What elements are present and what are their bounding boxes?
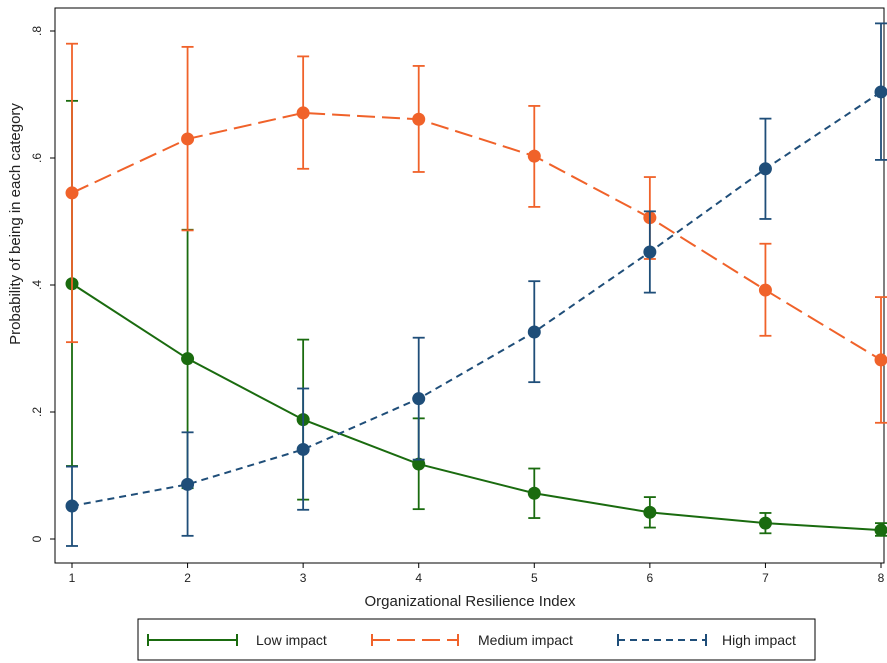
x-tick-label: 3 — [300, 571, 307, 585]
plot-border — [54, 7, 885, 564]
y-tick-label: 0 — [30, 535, 44, 542]
x-tick-label: 2 — [184, 571, 191, 585]
data-point — [181, 352, 195, 366]
x-tick-label: 1 — [69, 571, 76, 585]
legend-item-high-impact: High impact — [617, 632, 796, 648]
y-axis-label: Probability of being in each category — [7, 103, 24, 345]
data-point — [296, 106, 310, 120]
series-line — [71, 91, 882, 507]
legend-box — [137, 618, 816, 661]
data-point — [643, 245, 657, 259]
legend: Low impact Medium impact High impact — [137, 618, 816, 661]
y-tick-label: .8 — [30, 26, 44, 36]
data-point — [874, 353, 887, 367]
y-tick-label: .4 — [30, 280, 44, 290]
data-point — [296, 442, 310, 456]
legend-label: Medium impact — [478, 632, 573, 648]
data-point — [527, 325, 541, 339]
series-layer — [65, 22, 887, 547]
data-point — [758, 283, 772, 297]
legend-item-low-impact: Low impact — [147, 632, 327, 648]
data-point — [65, 186, 79, 200]
data-point — [181, 132, 195, 146]
x-tick-label: 4 — [415, 571, 422, 585]
series-line — [71, 282, 882, 532]
x-tick-label: 5 — [531, 571, 538, 585]
series-line — [71, 111, 882, 361]
data-point — [181, 477, 195, 491]
data-point — [874, 523, 887, 537]
x-tick-label: 7 — [762, 571, 769, 585]
x-axis-label: Organizational Resilience Index — [365, 593, 576, 610]
data-point — [527, 149, 541, 163]
data-point — [412, 392, 426, 406]
x-tick-label: 8 — [878, 571, 885, 585]
data-point — [874, 85, 887, 99]
series-high-impact — [65, 22, 887, 547]
data-point — [65, 499, 79, 513]
data-point — [412, 112, 426, 126]
y-tick-label: .6 — [30, 153, 44, 163]
data-point — [643, 505, 657, 519]
y-tick-label: .2 — [30, 407, 44, 417]
x-axis: 1 2 3 4 5 6 7 8 — [69, 563, 885, 585]
legend-label: High impact — [722, 632, 796, 648]
plot-frame — [54, 7, 885, 564]
series-medium-impact — [65, 42, 887, 424]
x-tick-label: 6 — [647, 571, 654, 585]
legend-label: Low impact — [256, 632, 327, 648]
data-point — [758, 516, 772, 530]
data-point — [758, 162, 772, 176]
y-axis: 0 .2 .4 .6 .8 — [30, 26, 55, 542]
legend-item-medium-impact: Medium impact — [371, 632, 573, 648]
data-point — [412, 457, 426, 471]
data-point — [527, 486, 541, 500]
